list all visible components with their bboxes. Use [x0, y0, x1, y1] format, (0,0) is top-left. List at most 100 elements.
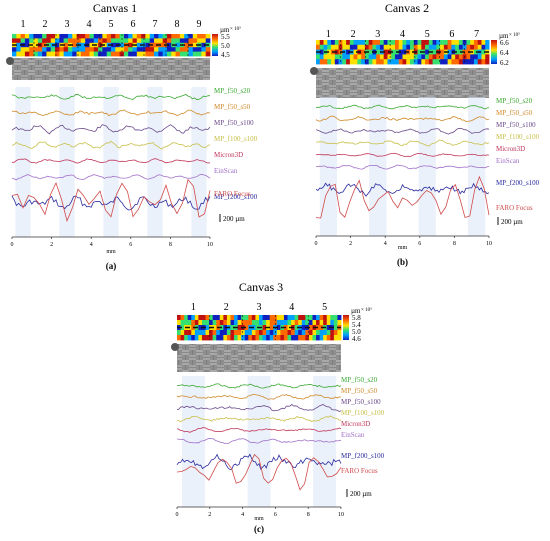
x-tick-label: 4: [241, 512, 244, 518]
height-map-cell: [283, 315, 288, 321]
height-map-cell: [63, 42, 69, 48]
height-map-cell: [337, 320, 342, 326]
height-map-cell: [188, 34, 194, 39]
height-map-cell: [326, 330, 331, 336]
series-label: Micron3D: [341, 420, 370, 428]
height-map-cell: [128, 51, 133, 57]
height-map-cell: [308, 325, 313, 331]
height-map-cell: [451, 44, 456, 50]
height-map-cell: [402, 59, 407, 65]
height-map-cell: [326, 325, 331, 331]
height-map-cell: [421, 40, 426, 46]
height-map-cell: [406, 40, 411, 46]
height-map-cell: [20, 51, 26, 57]
height-map-cell: [287, 315, 292, 321]
height-map-cell: [413, 54, 418, 60]
height-map-cell: [406, 54, 411, 60]
height-map-cell: [255, 330, 260, 336]
height-map-cell: [42, 47, 47, 52]
height-map-cell: [436, 44, 441, 50]
height-map-cell: [458, 59, 464, 65]
height-map-cell: [319, 59, 324, 65]
height-map-cell: [234, 315, 239, 321]
height-map-cell: [171, 51, 176, 57]
height-map-cell: [280, 335, 285, 341]
height-map-cell: [337, 335, 342, 341]
height-map-cell: [234, 330, 239, 336]
series-line: [11, 173, 211, 181]
height-map-cell: [298, 315, 303, 321]
height-map-cell: [333, 330, 338, 336]
height-map-cell: [171, 47, 176, 52]
height-map-cell: [398, 59, 403, 65]
height-map-cell: [29, 34, 34, 39]
height-map-cell: [24, 51, 30, 57]
height-map-cell: [72, 47, 77, 52]
height-map-cell: [346, 44, 351, 50]
height-map-cell: [141, 38, 146, 44]
height-map-cell: [111, 42, 116, 48]
height-map-cell: [361, 54, 366, 60]
height-map-cell: [327, 59, 332, 65]
height-map-cell: [436, 40, 441, 46]
region-label: 5: [109, 19, 114, 30]
height-map-cell: [294, 320, 299, 326]
height-map-cell: [72, 38, 77, 44]
region-label: 6: [131, 19, 136, 30]
height-map-cell: [226, 320, 231, 326]
height-map-cell: [198, 315, 203, 321]
series-line: [315, 182, 490, 197]
height-map-cell: [319, 335, 324, 341]
height-map-cell: [180, 325, 185, 331]
series-label: MP_f50_s20: [496, 97, 533, 105]
height-map-cell: [462, 54, 467, 60]
height-map-cell: [226, 330, 231, 336]
canvas-photo: [177, 344, 341, 372]
height-map-cell: [432, 54, 437, 60]
height-map-cell: [262, 320, 267, 326]
height-map-cell: [417, 49, 422, 55]
height-map-cell: [391, 44, 396, 50]
height-map-cell: [191, 320, 196, 326]
height-map-cell: [326, 315, 331, 321]
height-map-cell: [80, 47, 86, 52]
series-line: [11, 124, 211, 135]
height-map-cell: [93, 51, 99, 57]
series-label: MP_f100_s100: [341, 409, 385, 417]
height-map-cell: [481, 59, 486, 65]
region-label: 5: [425, 29, 430, 40]
height-map-cell: [212, 325, 217, 331]
height-map-cell: [119, 34, 125, 39]
height-map-cell: [205, 38, 211, 44]
height-map-cell: [466, 44, 471, 50]
height-map-cell: [205, 315, 210, 321]
height-map-cell: [387, 40, 392, 46]
height-map-cell: [76, 47, 82, 52]
height-map-cell: [184, 42, 189, 48]
height-map-cell: [93, 38, 99, 44]
series-line: [12, 158, 211, 164]
height-map-cell: [376, 54, 381, 60]
height-map-cell: [234, 320, 239, 326]
height-map-cell: [413, 40, 418, 46]
height-map-cell: [12, 47, 17, 52]
region-band: [319, 97, 338, 236]
height-map-cell: [349, 40, 355, 46]
height-map-cell: [80, 42, 86, 48]
height-map-cell: [394, 54, 400, 60]
height-map-cell: [273, 315, 278, 321]
height-map-cell: [410, 54, 415, 60]
height-map-cell: [237, 335, 242, 341]
height-map-cell: [251, 315, 256, 321]
height-map-cell: [443, 54, 449, 60]
height-map-cell: [177, 320, 181, 326]
series-label: Micron3D: [496, 145, 525, 153]
series-label: MP_f200_s100: [214, 193, 258, 201]
height-map-cell: [398, 54, 403, 60]
height-map-cell: [301, 335, 306, 341]
height-map-cell: [24, 47, 30, 52]
height-map-cell: [301, 320, 306, 326]
height-map-cell: [33, 42, 39, 48]
height-map-cell: [266, 335, 271, 341]
series-label: MP_f50_s20: [341, 376, 378, 384]
